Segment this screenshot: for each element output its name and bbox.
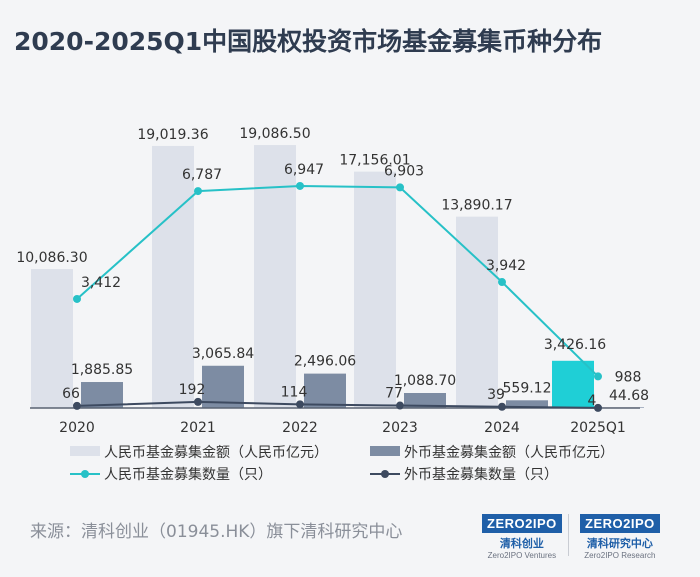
fx-amount-label: 559.12 [503,380,552,396]
logo-divider [568,514,569,556]
logo-mark: ZERO2IPO [482,514,562,533]
rmb-amount-label: 3,426.16 [544,337,606,353]
legend-label: 外币基金募集金额（人民币亿元） [404,444,614,461]
x-tick-label: 2023 [382,420,418,436]
rmb-amount-bar [456,216,498,408]
rmb-count-label: 6,787 [182,167,222,183]
rmb-count-point [396,183,404,192]
rmb-amount-label: 13,890.17 [441,198,512,214]
fx-count-line [76,400,599,409]
rmb-amount-label: 17,156.01 [339,153,410,169]
rmb-count-label: 3,942 [486,258,526,274]
logo-mark: ZERO2IPO [580,514,660,533]
legend-label: 人民币基金募集数量（只） [104,466,272,483]
rmb-count-point [498,278,506,287]
x-tick-label: 2024 [484,420,520,436]
rmb-count-label: 6,947 [284,162,324,178]
fx-count-label: 114 [281,384,308,400]
fx-count-point [194,397,202,406]
rmb-amount-bar [354,171,396,408]
rmb-count-point [194,187,202,196]
legend-swatch-point [81,470,89,478]
fx-count-label: 192 [179,382,206,398]
legend-swatch-point [381,470,389,478]
rmb-count-label: 6,903 [384,163,424,179]
logo-cn: 清科创业 [499,538,544,550]
fx-count-label: 77 [385,386,403,402]
rmb-count-line [76,184,599,378]
x-tick-label: 2022 [282,420,318,436]
x-tick-label: 2021 [180,420,216,436]
fx-count-point [498,402,506,411]
rmb-amount-label: 19,019.36 [137,127,208,143]
rmb-count-label: 988 [615,369,642,385]
x-tick-label: 2025Q1 [570,420,626,436]
logo-en: Zero2IPO Ventures [487,551,557,560]
fx-amount-bar [506,400,548,408]
legend-label: 人民币基金募集金额（人民币亿元） [104,444,328,461]
rmb-amount-bar [31,269,73,408]
rmb-amount-bar [152,145,194,408]
fx-count-point [594,403,602,412]
fx-count-label: 66 [62,386,80,402]
fx-count-point [396,401,404,410]
legend-swatch [70,446,100,456]
logo-cn: 清科研究中心 [586,538,653,550]
logo-en: Zero2IPO Research [584,551,656,560]
fx-count-label: 4 [588,393,597,409]
fx-amount-label: 1,885.85 [71,362,133,378]
chart-title: 2020-2025Q1中国股权投资市场基金募集币种分布 [14,27,603,56]
fx-count-point [73,401,81,410]
fx-count-label: 39 [487,387,505,403]
fx-count-point [296,400,304,409]
legend-label: 外币基金募集数量（只） [404,466,558,483]
rmb-amount-bar [552,360,594,408]
rmb-count-label: 3,412 [81,275,121,291]
fx-amount-label: 2,496.06 [294,354,356,370]
x-tick-label: 2020 [59,420,95,436]
fx-amount-label: 44.68 [609,388,649,404]
zero2ipo-ventures-logo: ZERO2IPO 清科创业 Zero2IPO Ventures [482,514,562,560]
rmb-count-point [73,294,81,303]
fx-amount-bar [202,365,244,408]
rmb-count-point [296,181,304,190]
rmb-amount-label: 10,086.30 [16,250,87,266]
rmb-amount-bar [254,145,296,408]
fx-amount-bar [304,373,346,408]
rmb-amount-label: 19,086.50 [239,126,310,142]
legend-swatch [370,446,400,456]
fx-amount-bar [404,393,446,408]
fx-amount-label: 3,065.84 [192,346,254,362]
source-note: 来源：清科创业（01945.HK）旗下清科研究中心 [30,522,403,542]
fx-amount-label: 1,088.70 [394,373,456,389]
rmb-count-point [594,372,602,381]
zero2ipo-research-logo: ZERO2IPO 清科研究中心 Zero2IPO Research [580,514,660,560]
